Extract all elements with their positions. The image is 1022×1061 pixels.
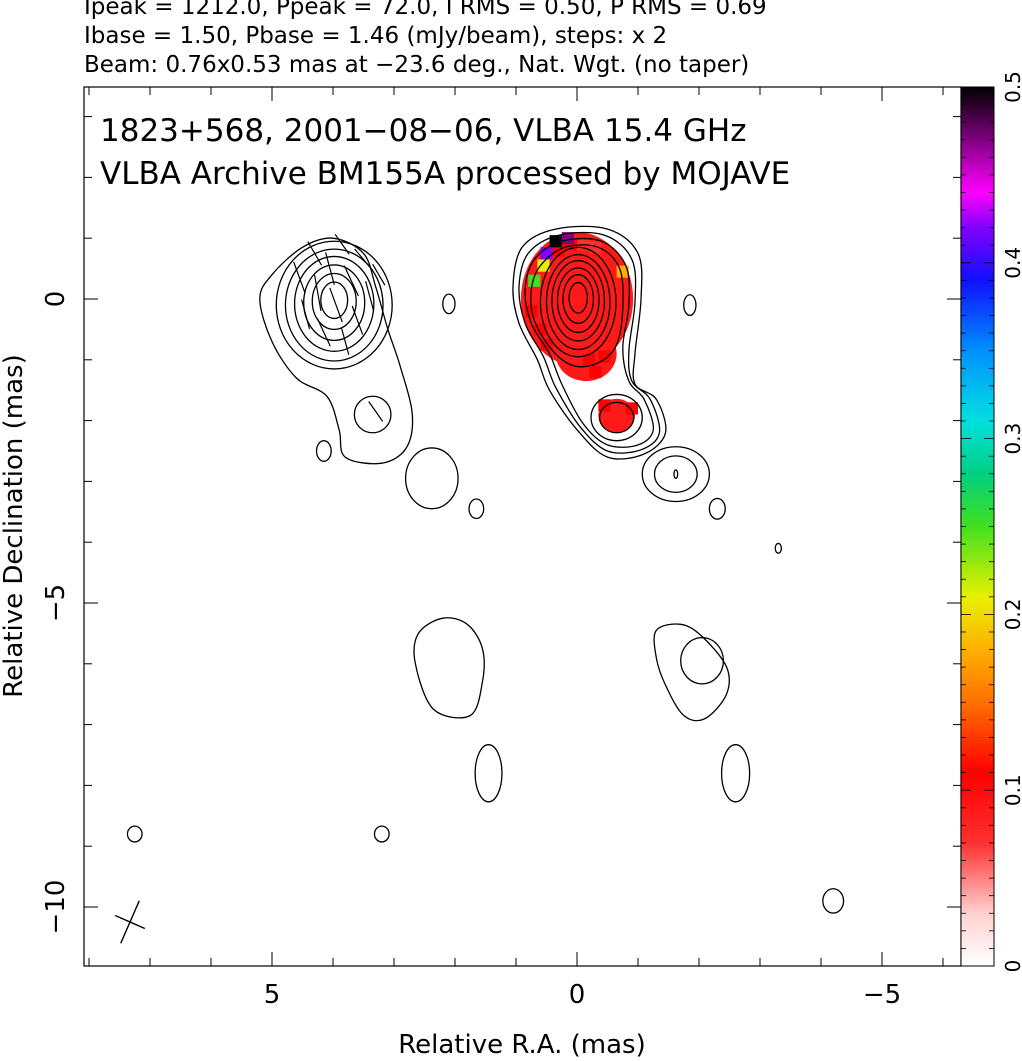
evpa-vector xyxy=(372,263,386,286)
contour-stokes-i xyxy=(539,246,617,358)
contour-stokes-i xyxy=(680,637,725,685)
polfrac-pixel xyxy=(625,402,638,415)
polfrac-pixel xyxy=(537,259,550,272)
contour-stokes-i xyxy=(568,281,589,314)
colorbar-ticks: 0 0.1 0.2 0.3 0.4 0.5 xyxy=(961,71,1022,972)
chart-title-line-2: VLBA Archive BM155A processed by MOJAVE xyxy=(100,156,790,192)
polfrac-pixel xyxy=(561,232,574,245)
polfrac-pixel xyxy=(589,365,602,379)
contour-pol-intensity xyxy=(468,498,485,520)
contour-stokes-i xyxy=(530,244,624,368)
y-tick-label: 0 xyxy=(41,291,71,308)
evpa-vector xyxy=(354,248,373,271)
contour-stokes-i xyxy=(545,253,611,351)
contour-stokes-i xyxy=(524,237,655,448)
polfrac-pixel xyxy=(528,274,541,287)
evpa-vector xyxy=(307,241,323,266)
contour-pol-intensity xyxy=(404,447,459,510)
evpa-vector xyxy=(351,305,364,335)
evpa-vector xyxy=(329,287,343,323)
contour-pol-intensity xyxy=(474,744,503,803)
contour-pol-intensity xyxy=(320,281,349,320)
header-line-2: Ibase = 1.50, Pbase = 1.46 (mJy/beam), s… xyxy=(84,23,668,49)
contour-stokes-i xyxy=(673,469,679,480)
colorbar-tick-label: 0.3 xyxy=(1001,423,1022,455)
x-axis-title: Relative R.A. (mas) xyxy=(398,1030,645,1060)
axis-ticks: 5 0 −5 0 −5 −10 xyxy=(41,87,961,1010)
contour-stokes-i xyxy=(590,393,643,442)
y-axis-title: Relative Declination (mas) xyxy=(0,354,29,697)
contour-stokes-i xyxy=(551,260,606,342)
contour-pol-intensity xyxy=(353,395,392,434)
evpa-vector xyxy=(313,274,322,311)
plot-frame xyxy=(83,86,962,967)
contour-stokes-i xyxy=(822,888,845,914)
colorbar-tick-label: 0.1 xyxy=(1001,774,1022,806)
colorbar-tick-label: 0.2 xyxy=(1001,598,1022,630)
contour-pol-intensity xyxy=(442,293,456,315)
contour-stokes-i xyxy=(653,623,730,722)
contour-pol-intensity xyxy=(259,237,414,465)
y-tick-label: −10 xyxy=(41,880,71,935)
y-tick-label: −5 xyxy=(41,584,71,622)
contour-stokes-i xyxy=(720,744,751,803)
x-tick-label: −5 xyxy=(863,980,901,1010)
evpa-vector xyxy=(368,401,384,422)
polfrac-pixel xyxy=(598,399,611,412)
contour-pol-intensity xyxy=(373,825,390,843)
header-line-3: Beam: 0.76x0.53 mas at −23.6 deg., Nat. … xyxy=(84,52,750,78)
colorbar-tick-label: 0.4 xyxy=(1001,247,1022,279)
contour-pol-intensity xyxy=(413,617,485,719)
evpa-vector xyxy=(334,233,350,255)
evpa-vectors xyxy=(293,233,386,422)
evpa-vector xyxy=(301,299,311,330)
evpa-vector xyxy=(316,318,331,347)
contour-stokes-i xyxy=(708,497,726,520)
contour-pol-intensity xyxy=(284,248,384,362)
contour-stokes-i xyxy=(562,274,595,324)
contour-stokes-i xyxy=(556,267,600,334)
contour-stokes-i xyxy=(518,231,661,454)
contour-pol-intensity xyxy=(275,240,393,370)
evpa-vector xyxy=(365,281,375,311)
evpa-vector xyxy=(341,328,350,355)
contour-stokes-i xyxy=(641,446,711,503)
evpa-vector xyxy=(325,252,335,285)
beam-marker xyxy=(114,900,146,944)
contour-pol-intensity xyxy=(303,264,366,341)
evpa-vector xyxy=(343,265,359,297)
polfrac-pixel xyxy=(540,247,553,260)
contour-stokes-i xyxy=(774,542,782,554)
chart-title-line-1: 1823+568, 2001−08−06, VLBA 15.4 GHz xyxy=(100,113,746,149)
beam-minor-axis xyxy=(114,914,146,930)
header-line-1: Ipeak = 1212.0, Ppeak = 72.0, I RMS = 0.… xyxy=(84,0,767,20)
x-tick-label: 0 xyxy=(569,980,586,1010)
contour-stokes-i xyxy=(653,455,698,493)
evpa-vector xyxy=(293,261,306,294)
colorbar-tick-label: 0.5 xyxy=(1001,71,1022,103)
contour-pol-intensity xyxy=(311,272,357,331)
contour-stokes-i xyxy=(598,401,635,434)
polfrac-pixel xyxy=(583,353,596,366)
stokes-i-contours xyxy=(126,225,845,914)
contour-stokes-i xyxy=(683,294,697,317)
contour-pol-intensity xyxy=(315,440,332,462)
contour-pol-intensity xyxy=(293,255,375,352)
contour-stokes-i xyxy=(512,225,667,460)
x-tick-label: 5 xyxy=(264,980,281,1010)
colorbar-tick-label: 0 xyxy=(1001,960,1022,973)
contour-pol-intensity xyxy=(126,825,143,843)
polfrac-pixel xyxy=(598,350,611,363)
